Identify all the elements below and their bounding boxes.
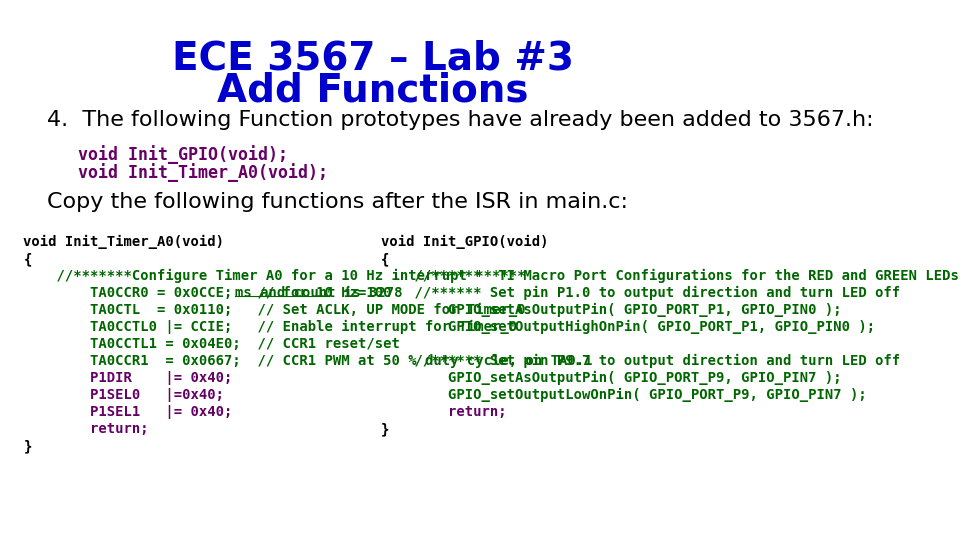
- Text: }: }: [23, 439, 32, 453]
- Text: P1SEL1   |= 0x40;: P1SEL1 |= 0x40;: [23, 405, 232, 419]
- Text: TA0CCR1  = 0x0667;  // CCR1 PWM at 50 % duty cycle, on TA0.1: TA0CCR1 = 0x0667; // CCR1 PWM at 50 % du…: [23, 354, 593, 368]
- Text: void Init_GPIO(void): void Init_GPIO(void): [381, 235, 548, 249]
- Text: {: {: [23, 252, 32, 266]
- Text: ECE 3567 – Lab #3: ECE 3567 – Lab #3: [172, 40, 574, 78]
- Text: {: {: [381, 252, 390, 266]
- Text: //*******Configure Timer A0 for a 10 Hz interrupt ******: //*******Configure Timer A0 for a 10 Hz …: [23, 269, 526, 283]
- Text: GPIO_setAsOutputPin( GPIO_PORT_P1, GPIO_PIN0 );: GPIO_setAsOutputPin( GPIO_PORT_P1, GPIO_…: [381, 303, 842, 317]
- Text: TA0CCTL0 |= CCIE;   // Enable interrupt for Timer_0: TA0CCTL0 |= CCIE; // Enable interrupt fo…: [23, 320, 517, 334]
- Text: Add Functions: Add Functions: [217, 72, 529, 110]
- Text: void Init_Timer_A0(void): void Init_Timer_A0(void): [23, 235, 225, 249]
- Text: P1SEL0   |=0x40;: P1SEL0 |=0x40;: [23, 388, 225, 402]
- Text: return;: return;: [23, 422, 149, 436]
- Text: GPIO_setOutputHighOnPin( GPIO_PORT_P1, GPIO_PIN0 );: GPIO_setOutputHighOnPin( GPIO_PORT_P1, G…: [381, 320, 876, 334]
- Text: //******  TI Macro Port Configurations for the RED and GREEN LEDs: //****** TI Macro Port Configurations fo…: [381, 269, 959, 283]
- Text: void Init_Timer_A0(void);: void Init_Timer_A0(void);: [78, 163, 327, 182]
- Text: TA0CCTL1 = 0x04E0;  // CCR1 reset/set: TA0CCTL1 = 0x04E0; // CCR1 reset/set: [23, 337, 400, 351]
- Text: TA0CTL  = 0x0110;   // Set ACLK, UP MODE for Timer_0: TA0CTL = 0x0110; // Set ACLK, UP MODE fo…: [23, 303, 526, 317]
- Text: TA0CCR0 = 0x0CCE;   // for 10 Hz=100: TA0CCR0 = 0x0CCE; // for 10 Hz=100: [23, 286, 400, 300]
- Text: P1DIR    |= 0x40;: P1DIR |= 0x40;: [23, 371, 232, 385]
- Text: return;: return;: [381, 405, 507, 419]
- Text: void Init_GPIO(void);: void Init_GPIO(void);: [78, 145, 288, 164]
- Text: }: }: [381, 422, 390, 436]
- Text: GPIO_setOutputLowOnPin( GPIO_PORT_P9, GPIO_PIN7 );: GPIO_setOutputLowOnPin( GPIO_PORT_P9, GP…: [381, 388, 867, 402]
- Text: //****** Set pin P9.7 to output direction and turn LED off: //****** Set pin P9.7 to output directio…: [381, 354, 900, 368]
- Text: 4.  The following Function prototypes have already been added to 3567.h:: 4. The following Function prototypes hav…: [47, 110, 874, 130]
- Text: //****** Set pin P1.0 to output direction and turn LED off: //****** Set pin P1.0 to output directio…: [381, 286, 900, 300]
- Text: GPIO_setAsOutputPin( GPIO_PORT_P9, GPIO_PIN7 );: GPIO_setAsOutputPin( GPIO_PORT_P9, GPIO_…: [381, 371, 842, 385]
- Text: Copy the following functions after the ISR in main.c:: Copy the following functions after the I…: [47, 192, 628, 212]
- Text: ms and count is 3278: ms and count is 3278: [235, 286, 402, 300]
